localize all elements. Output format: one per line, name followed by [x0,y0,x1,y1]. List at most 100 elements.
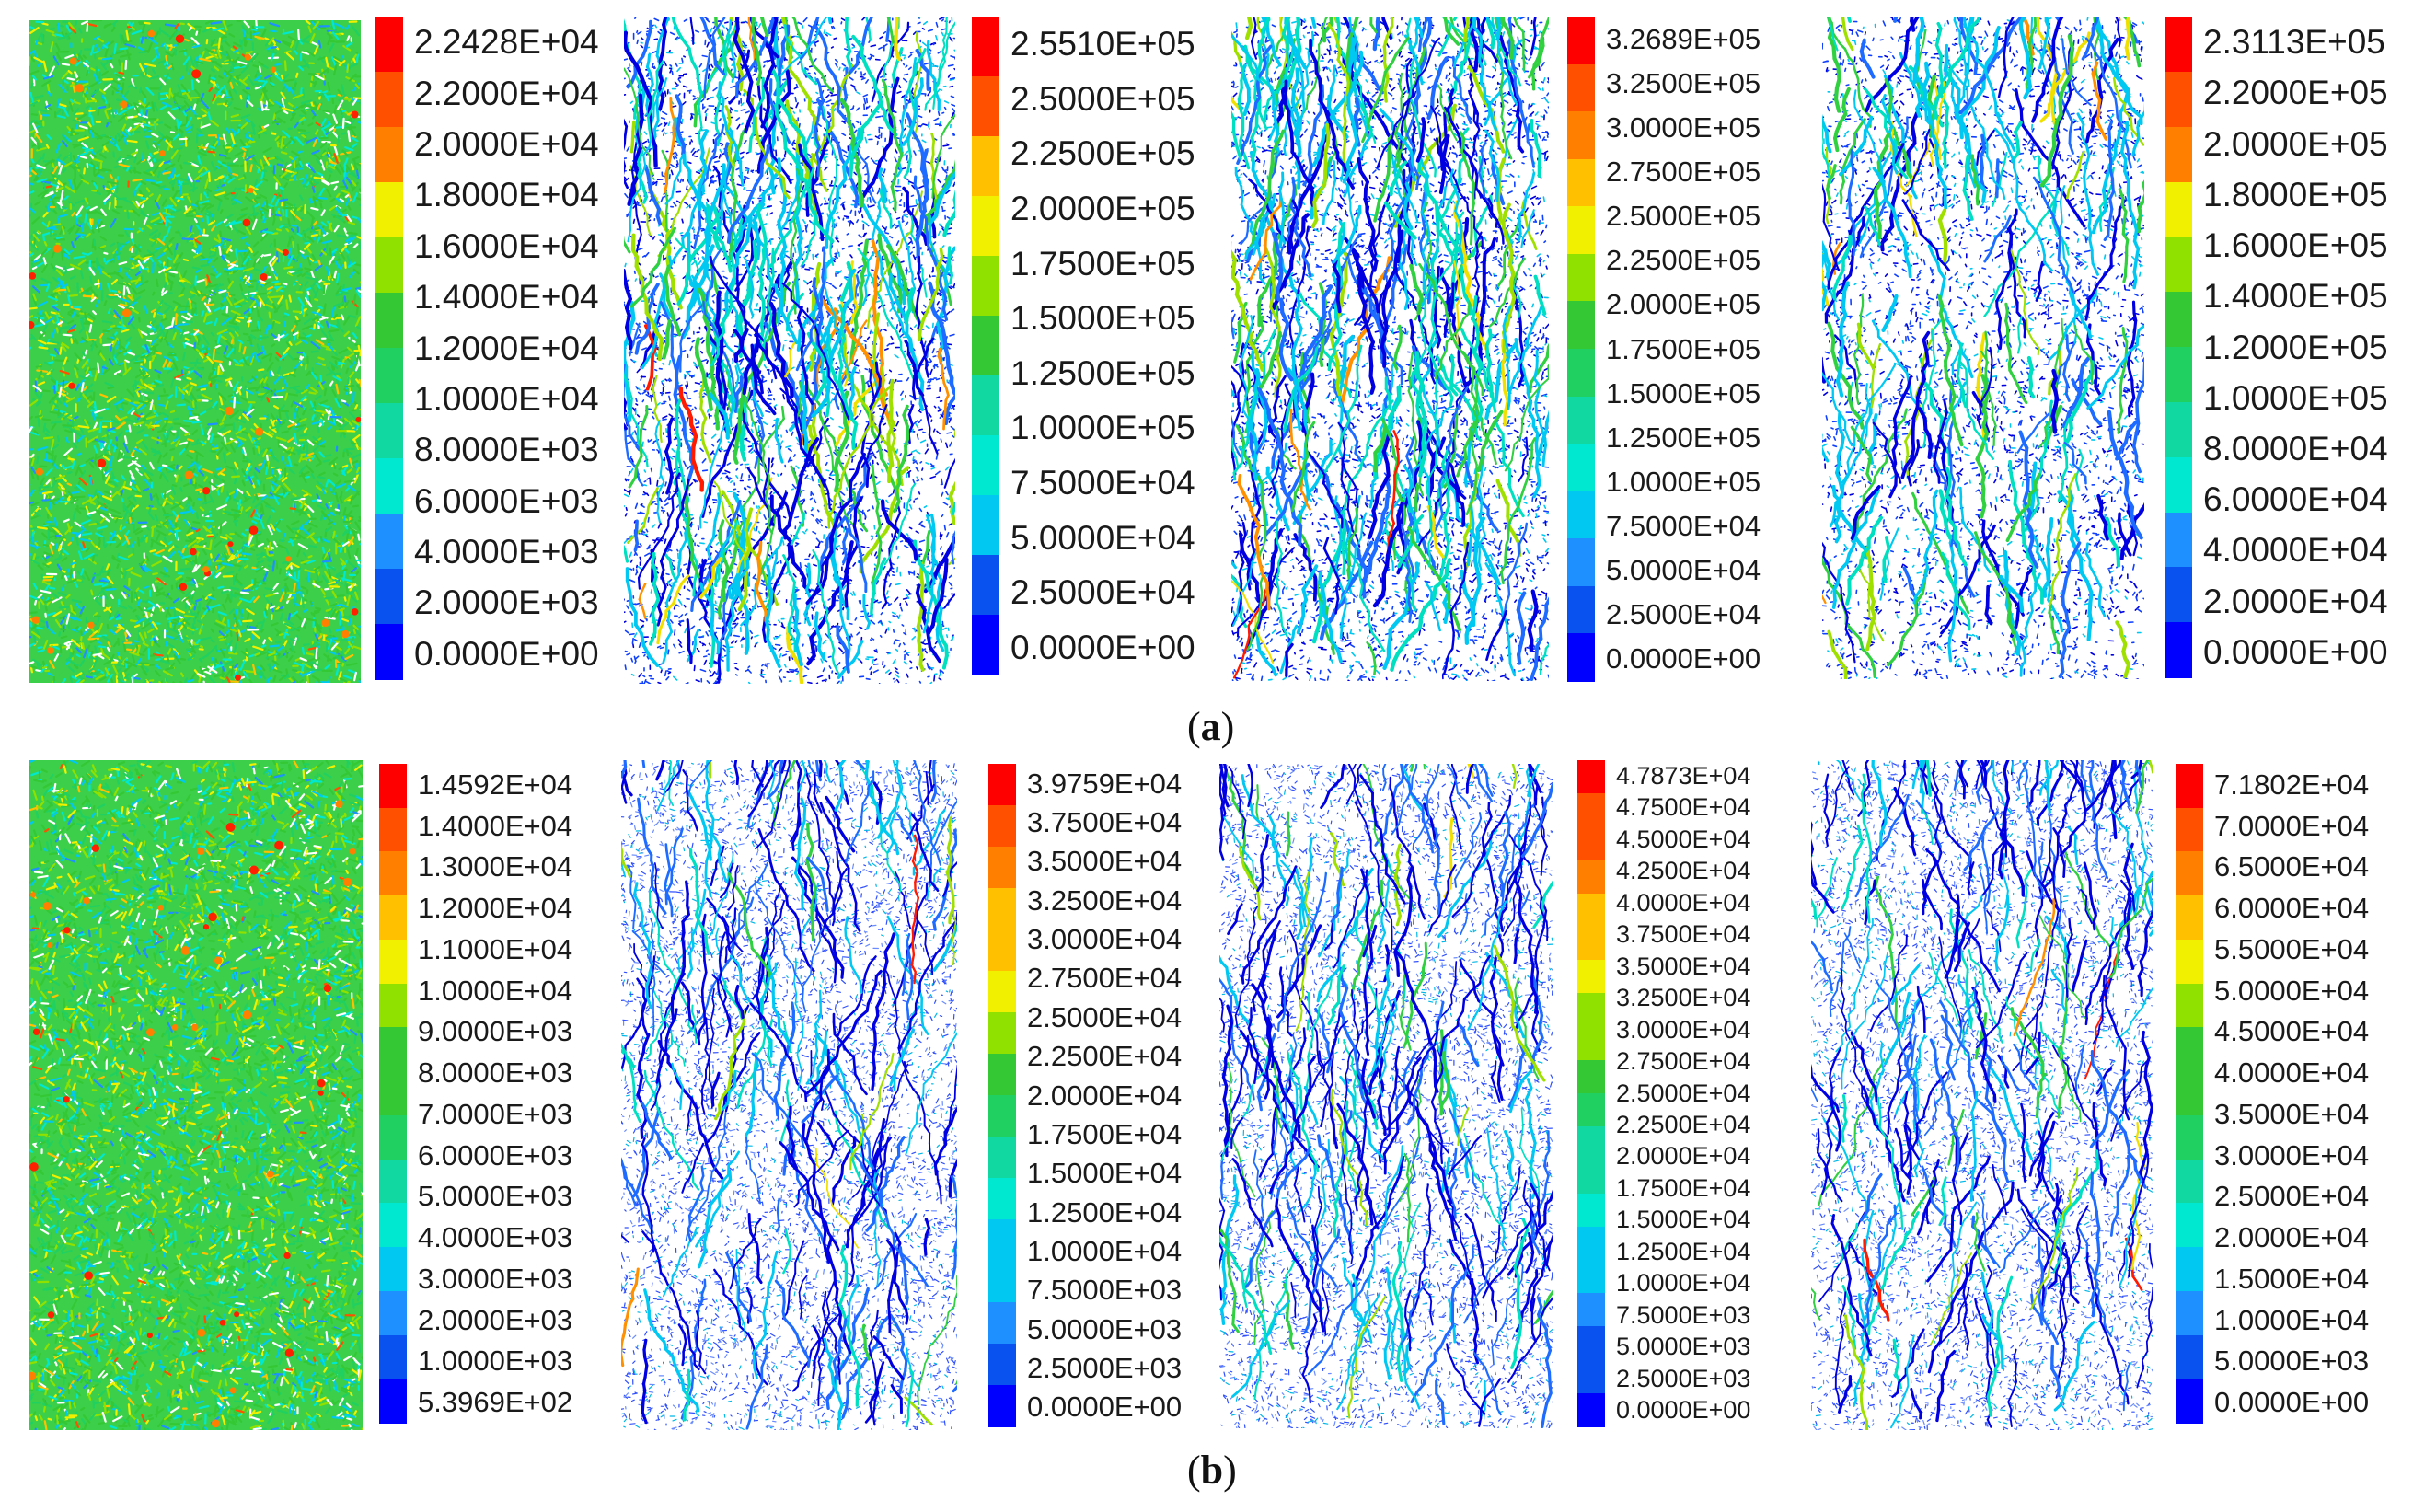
caption-a: (a) [1187,707,1234,747]
legend-color-bar [2165,17,2192,678]
panel-a1-force-chain [29,20,361,683]
legend-tick-label: 5.5000E+04 [2214,935,2369,964]
legend-tick-label: 1.5000E+04 [1027,1159,1182,1187]
legend-swatch [1577,1026,1605,1061]
legend-tick-label: 2.5000E+04 [1010,575,1195,609]
legend-swatch [375,293,403,349]
legend-tick-label: 1.2500E+05 [1010,356,1195,390]
legend-swatch [1567,111,1595,160]
legend-tick-label: 3.0000E+03 [418,1264,572,1293]
legend-swatch [2176,764,2203,809]
legend-tick-label: 6.0000E+03 [418,1141,572,1170]
legend-swatch [1567,63,1595,112]
legend-tick-label: 1.5000E+04 [2214,1264,2369,1293]
legend-swatch [1567,253,1595,302]
legend-swatch [379,1114,407,1160]
legend-tick-label: 3.0000E+04 [2214,1141,2369,1170]
legend-swatch [2165,347,2192,403]
panel-b4-force-chain [1811,760,2153,1430]
legend-swatch [988,1054,1016,1096]
legend-tick-label: 4.7500E+04 [1616,795,1750,820]
legend-swatch [1567,301,1595,350]
legend-tick-label: 1.0000E+04 [414,382,599,416]
legend-tick-label: 0.0000E+00 [1010,630,1195,664]
legend-swatch [2176,851,2203,896]
legend-tick-label: 1.7500E+04 [1027,1120,1182,1148]
panel-b1-force-chain [29,760,363,1430]
legend-swatch [988,1344,1016,1386]
legend-tick-label: 1.2000E+05 [2203,330,2388,364]
legend-swatch [2165,17,2192,73]
legend-tick-label: 1.0000E+04 [418,976,572,1005]
legend-tick-label: 4.5000E+04 [1616,826,1750,852]
legend-tick-label: 2.0000E+04 [2203,584,2388,618]
legend-tick-label: 5.0000E+03 [2214,1346,2369,1375]
legend-color-bar [988,764,1016,1427]
legend-tick-label: 1.0000E+05 [1010,410,1195,444]
legend-swatch [375,403,403,459]
legend-a4: 2.3113E+05 2.2000E+05 2.0000E+05 1.8000E+05… [2165,17,2406,678]
legend-swatch [379,764,407,809]
legend-swatch [379,807,407,853]
legend-tick-label: 3.0000E+04 [1616,1017,1750,1043]
legend-tick-label: 6.5000E+04 [2214,852,2369,881]
legend-tick-label: 3.5000E+04 [1027,847,1182,875]
force-chain-plot [621,760,957,1430]
legend-tick-label: 2.0000E+03 [414,585,599,619]
legend-swatch [1577,860,1605,895]
legend-tick-label: 1.2500E+04 [1616,1239,1750,1264]
legend-tick-label: 3.7500E+04 [1027,808,1182,837]
legend-tick-label: 2.7500E+04 [1027,964,1182,992]
legend-color-bar [379,764,407,1424]
legend-swatch [2176,1290,2203,1336]
legend-swatch [2176,983,2203,1028]
legend-tick-label: 1.1000E+04 [418,935,572,964]
legend-tick-label: 1.4592E+04 [418,770,572,799]
legend-swatch [988,1261,1016,1303]
legend-swatch [379,1203,407,1248]
legend-swatch [379,939,407,985]
legend-swatch [1567,585,1595,634]
legend-tick-label: 0.0000E+00 [1606,644,1761,673]
legend-swatch [2165,71,2192,128]
legend-tick-label: 2.2428E+04 [414,25,599,59]
legend-swatch [1577,1059,1605,1094]
legend-swatch [2176,1203,2203,1248]
legend-color-bar [375,17,403,680]
legend-swatch [375,17,403,73]
legend-tick-label: 2.7500E+05 [1606,157,1761,186]
panel-b3-force-chain [1219,764,1553,1428]
legend-swatch [2165,567,2192,623]
legend-swatch [988,1302,1016,1345]
legend-tick-label: 3.2500E+04 [1616,986,1750,1010]
legend-swatch [2176,1379,2203,1424]
force-chain-plot [1231,17,1549,681]
legend-tick-label: 1.0000E+04 [1616,1271,1750,1296]
legend-tick-label: 0.0000E+00 [2203,635,2388,669]
legend-tick-label: 8.0000E+03 [414,433,599,467]
legend-swatch [2165,237,2192,293]
legend-tick-label: 5.0000E+03 [418,1182,572,1210]
legend-tick-label: 1.5000E+05 [1606,379,1761,408]
legend-tick-label: 5.0000E+04 [1606,556,1761,584]
panel-a3-force-chain [1231,17,1549,681]
legend-swatch [972,435,999,496]
legend-tick-label: 5.3969E+02 [418,1388,572,1416]
force-chain-plot [29,20,361,683]
legend-tick-label: 5.0000E+04 [2214,976,2369,1005]
legend-swatch [1577,1160,1605,1195]
legend-swatch [1567,17,1595,65]
legend-swatch [972,555,999,616]
legend-swatch [972,316,999,376]
legend-tick-label: 4.0000E+04 [1616,890,1750,916]
legend-swatch [1577,960,1605,994]
legend-tick-label: 2.2500E+04 [1027,1042,1182,1070]
caption-a-letter: a [1201,704,1221,749]
legend-tick-label: 1.2500E+05 [1606,423,1761,452]
legend-tick-label: 1.2000E+04 [418,894,572,922]
legend-tick-label: 3.2500E+04 [1027,886,1182,915]
legend-swatch [379,1247,407,1292]
legend-tick-label: 3.0000E+04 [1027,925,1182,953]
force-chain-plot [1219,764,1553,1428]
force-chain-plot [29,760,363,1430]
